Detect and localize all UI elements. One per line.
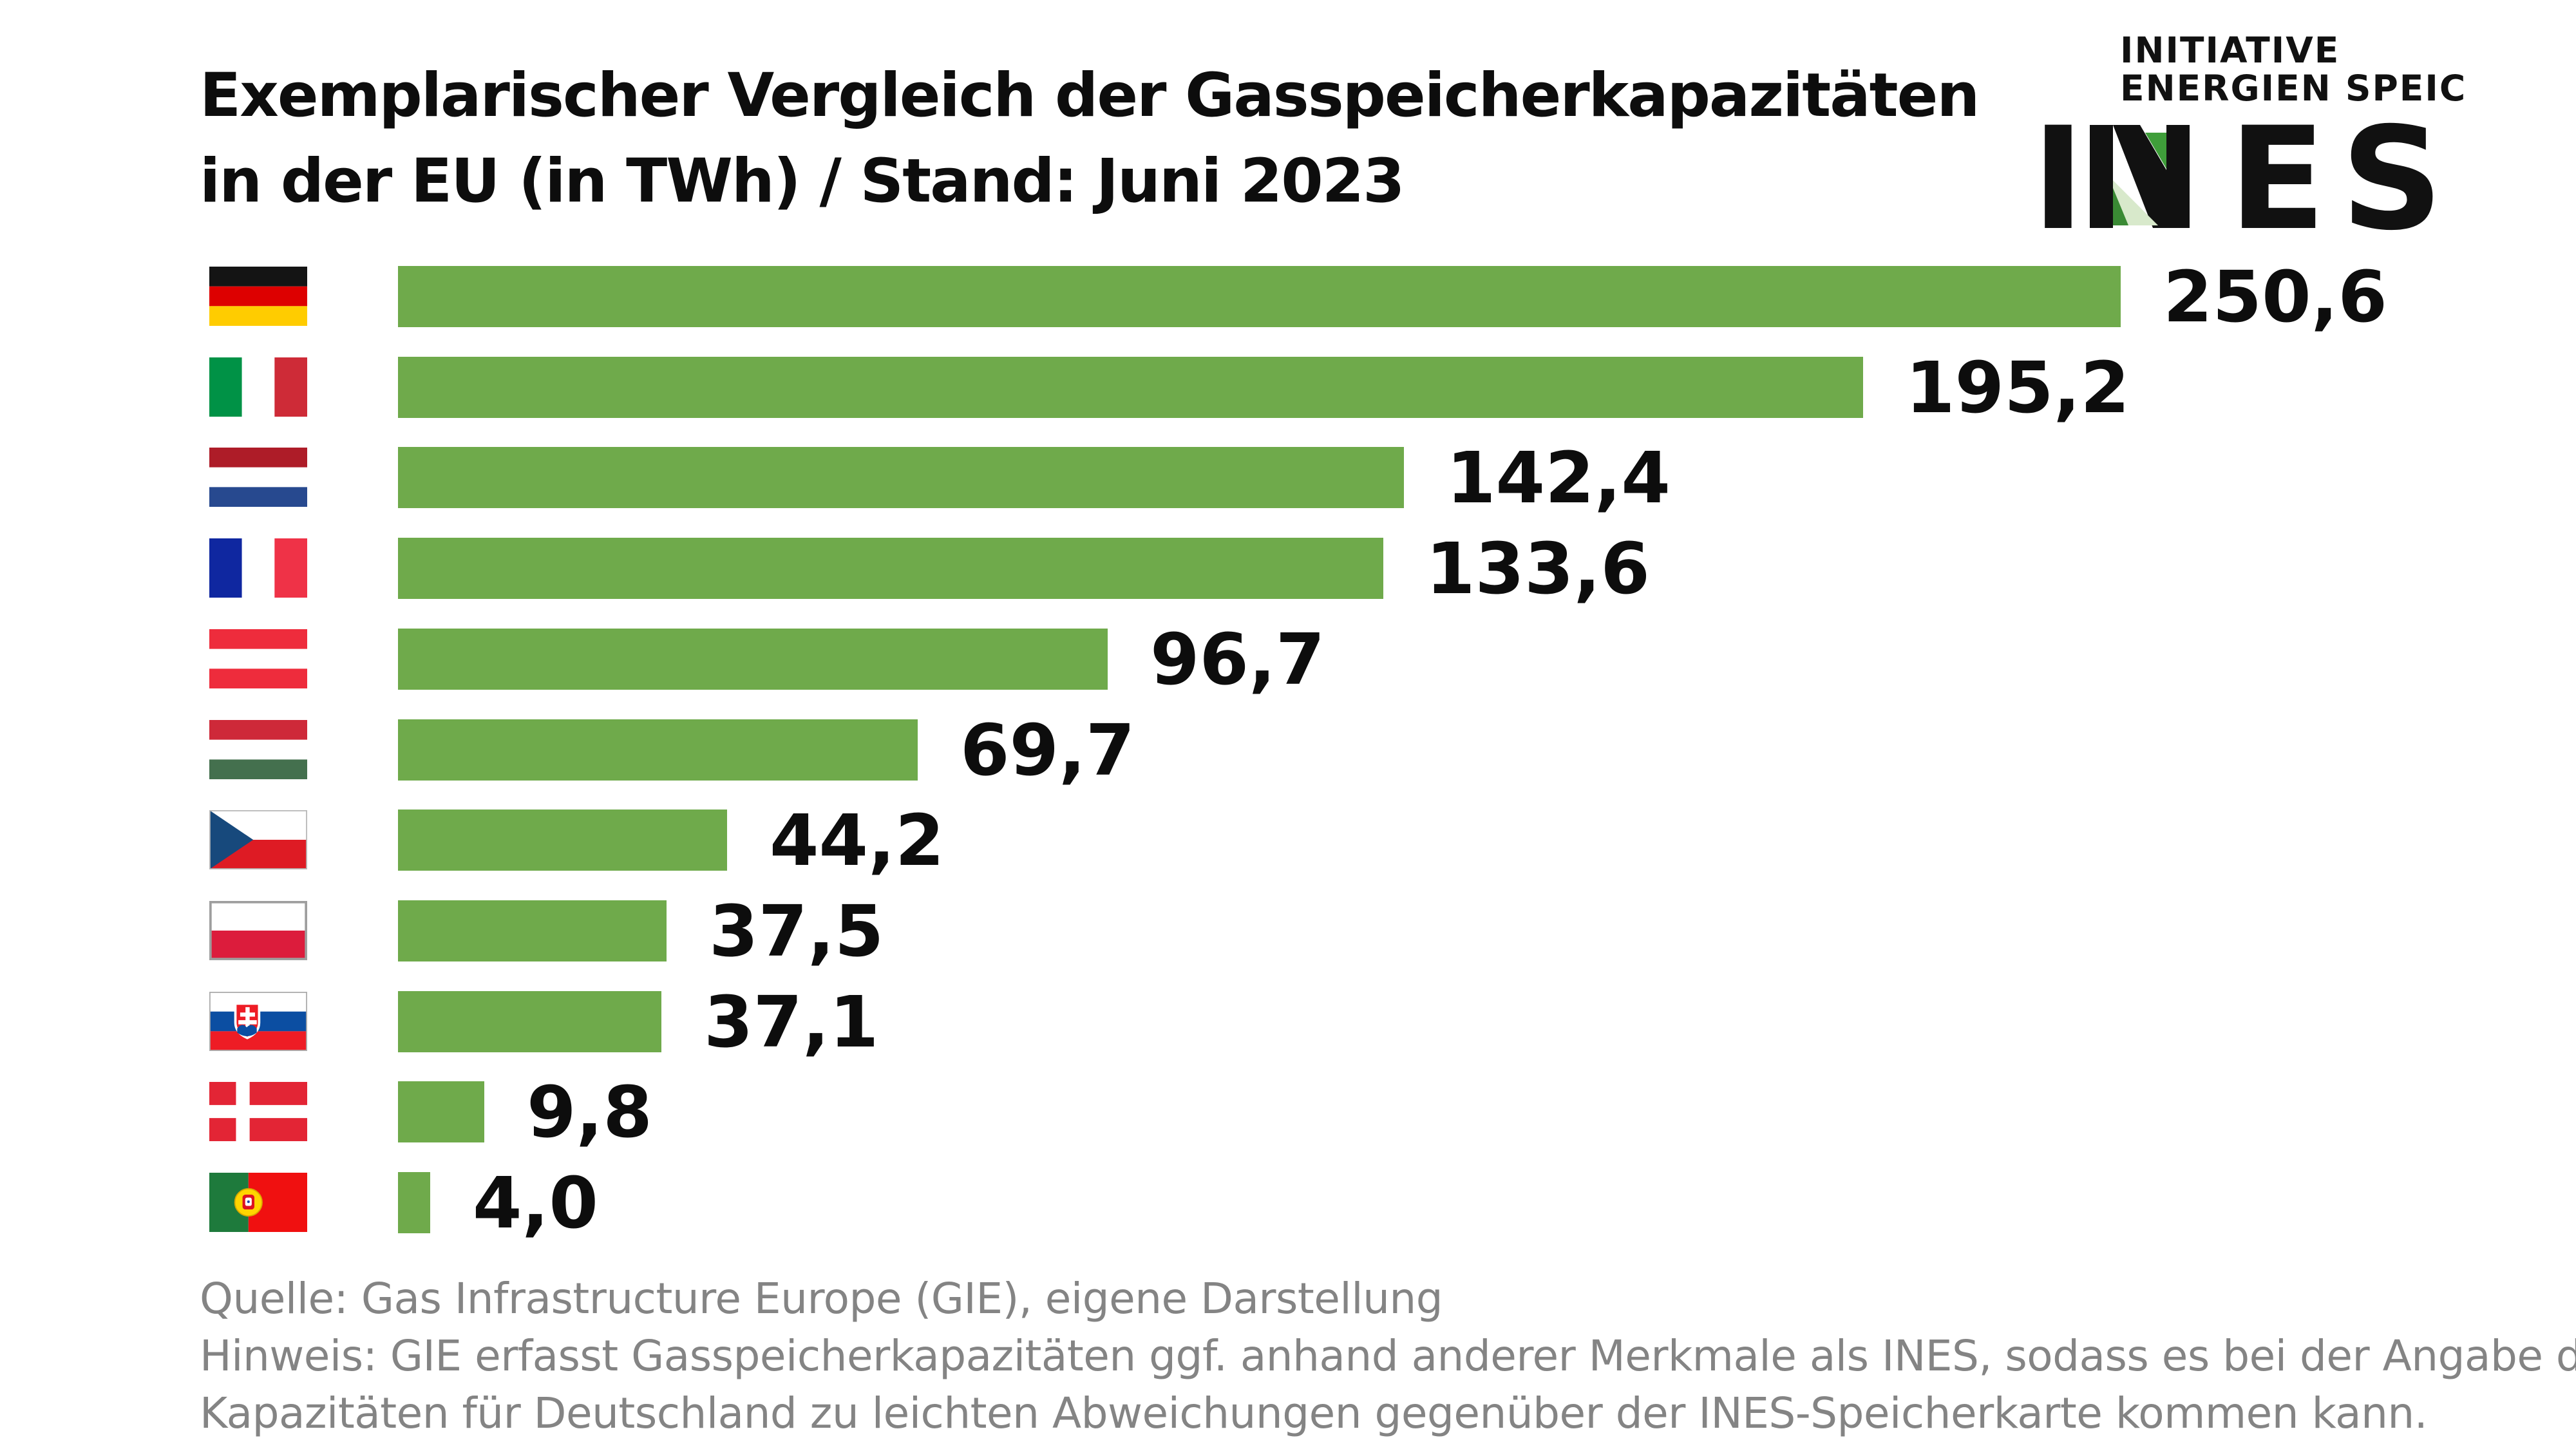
portugal-flag-icon [209, 1173, 307, 1232]
chart-row-hungary: 69,7 [0, 709, 2576, 791]
bar-czechia [398, 810, 727, 871]
logo-letter-s: S [2341, 97, 2443, 231]
value-label-italy: 195,2 [1906, 346, 2130, 429]
ines-logo: INITIATIVE ENERGIEN SPEICHERN I E S [2025, 30, 2463, 231]
bar-italy [398, 357, 1863, 418]
chart-title: Exemplarischer Vergleich der Gasspeicher… [200, 53, 1980, 224]
bar-germany [398, 266, 2121, 327]
hungary-flag-icon [209, 720, 307, 779]
chart-row-france: 133,6 [0, 527, 2576, 610]
chart-row-netherlands: 142,4 [0, 437, 2576, 519]
chart-row-portugal: 4,0 [0, 1162, 2576, 1244]
logo-line1: INITIATIVE [2120, 30, 2340, 71]
austria-flag-icon [209, 629, 307, 688]
chart-row-denmark: 9,8 [0, 1071, 2576, 1153]
logo-line2: ENERGIEN SPEICHERN [2120, 68, 2463, 109]
chart-footnotes: Quelle: Gas Infrastructure Europe (GIE),… [200, 1270, 2576, 1442]
bar-slovakia [398, 991, 661, 1052]
chart-row-poland: 37,5 [0, 890, 2576, 972]
chart-row-slovakia: 37,1 [0, 981, 2576, 1063]
bar-poland [398, 900, 667, 961]
czechia-flag-icon [209, 810, 307, 869]
chart-row-italy: 195,2 [0, 346, 2576, 429]
logo-letter-i: I [2032, 97, 2085, 231]
source-note: Quelle: Gas Infrastructure Europe (GIE),… [200, 1274, 1443, 1323]
ines-logo-graphic: INITIATIVE ENERGIEN SPEICHERN I E S [2032, 30, 2463, 231]
poland-flag-icon [209, 901, 307, 960]
bar-austria [398, 629, 1108, 690]
chart-row-germany: 250,6 [0, 256, 2576, 338]
netherlands-flag-icon [209, 448, 307, 507]
bar-hungary [398, 719, 918, 781]
value-label-germany: 250,6 [2163, 255, 2387, 338]
value-label-slovakia: 37,1 [704, 980, 879, 1063]
germany-flag-icon [209, 267, 307, 326]
logo-letter-e: E [2229, 97, 2325, 231]
chart-title-line2: in der EU (in TWh) / Stand: Juni 2023 [200, 146, 1405, 216]
chart-row-austria: 96,7 [0, 618, 2576, 701]
value-label-portugal: 4,0 [473, 1161, 598, 1244]
value-label-france: 133,6 [1426, 527, 1650, 610]
value-label-austria: 96,7 [1150, 618, 1325, 701]
france-flag-icon [209, 538, 307, 598]
bar-netherlands [398, 447, 1404, 508]
bar-denmark [398, 1081, 484, 1142]
chart-row-czechia: 44,2 [0, 799, 2576, 882]
logo-letter-n-icon [2090, 125, 2190, 228]
value-label-poland: 37,5 [709, 889, 884, 972]
value-label-hungary: 69,7 [960, 708, 1135, 791]
denmark-flag-icon [209, 1082, 307, 1141]
chart-title-line1: Exemplarischer Vergleich der Gasspeicher… [200, 61, 1980, 131]
bar-france [398, 538, 1383, 599]
italy-flag-icon [209, 357, 307, 417]
value-label-denmark: 9,8 [527, 1070, 652, 1153]
bar-portugal [398, 1172, 430, 1233]
value-label-netherlands: 142,4 [1446, 436, 1671, 519]
value-label-czechia: 44,2 [770, 799, 945, 882]
hint-note-line1: Hinweis: GIE erfasst Gasspeicherkapazitä… [200, 1331, 2576, 1381]
hint-note-line2: Kapazitäten für Deutschland zu leichten … [200, 1388, 2428, 1438]
slovakia-flag-icon [209, 992, 307, 1051]
